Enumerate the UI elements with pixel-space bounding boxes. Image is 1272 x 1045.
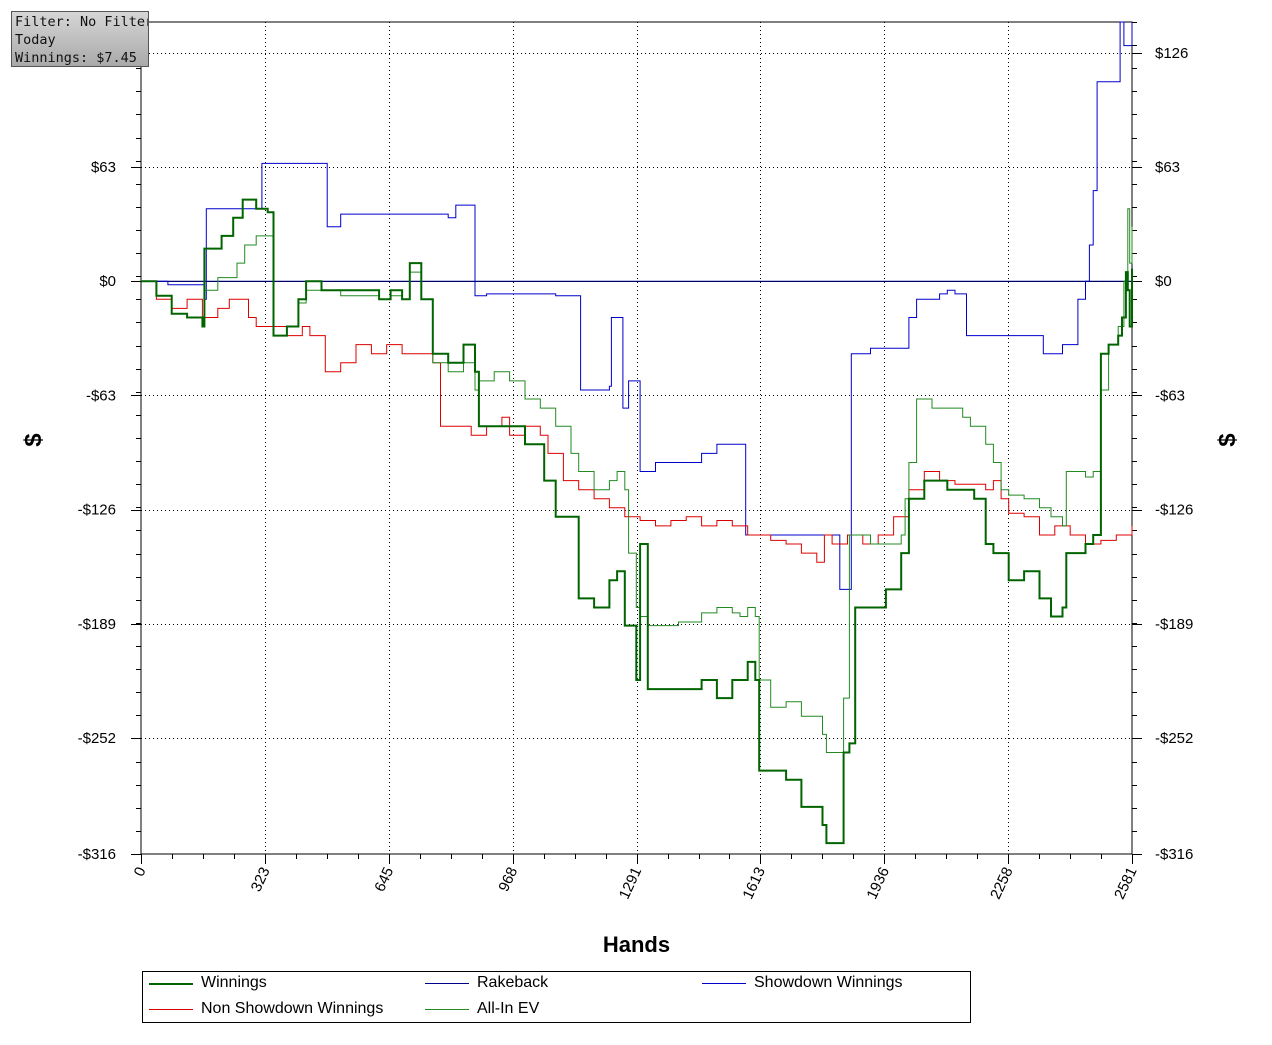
legend-label-showdown: Showdown Winnings [754, 974, 903, 991]
x-axis-label: Hands [603, 932, 670, 957]
series-line-showdown-winnings [141, 21, 1133, 590]
y-tick-label-right: $0 [1155, 273, 1172, 290]
y-tick-label-right: $63 [1155, 159, 1180, 176]
legend-item-non-showdown: Non Showdown Winnings [143, 999, 423, 1021]
y-tick-label-left: -$316 [78, 846, 116, 863]
x-tick-label: 0 [131, 865, 150, 880]
legend-swatch-showdown [702, 983, 746, 984]
plot-area [140, 21, 1133, 855]
x-tick-label: 1613 [739, 865, 769, 902]
y-tick-label-right: -$63 [1155, 387, 1185, 404]
series-line-winnings [141, 198, 1133, 845]
y-tick-label-left: -$189 [78, 616, 116, 633]
legend-swatch-winnings [149, 983, 193, 985]
y-tick-label-left: $63 [91, 159, 116, 176]
x-tick-label: 2258 [987, 865, 1017, 902]
x-tick-label: 323 [248, 865, 274, 895]
legend-item-showdown: Showdown Winnings [696, 973, 966, 995]
y-tick-label-right: -$316 [1155, 846, 1193, 863]
legend-label-non-showdown: Non Showdown Winnings [201, 1000, 384, 1017]
y-axis-label-right: $ [1214, 433, 1241, 447]
legend-swatch-allin-ev [425, 1009, 469, 1010]
x-tick-label: 968 [495, 865, 521, 895]
legend-label-allin-ev: All-In EV [477, 1000, 540, 1017]
period-label: Today [15, 32, 56, 48]
y-tick-label-left: -$252 [78, 730, 116, 747]
filter-label: Filter: No Filter [15, 14, 149, 30]
info-box: Filter: No Filter Today Winnings: $7.45 [11, 11, 149, 67]
winnings-summary: Winnings: $7.45 [15, 50, 137, 66]
y-tick-label-right: -$252 [1155, 730, 1193, 747]
legend-swatch-non-showdown [149, 1009, 193, 1010]
x-tick-label: 645 [371, 865, 397, 895]
legend-label-rakeback: Rakeback [477, 974, 549, 991]
legend-label-winnings: Winnings [201, 974, 267, 991]
y-tick-label-left: $0 [99, 273, 116, 290]
y-tick-label-right: $126 [1155, 45, 1188, 62]
legend: Winnings Rakeback Showdown Winnings Non … [142, 971, 971, 1023]
series-line-non-showdown-winnings [141, 280, 1133, 563]
y-tick-label-right: -$189 [1155, 616, 1193, 633]
legend-swatch-rakeback [425, 983, 469, 984]
legend-item-rakeback: Rakeback [419, 973, 699, 995]
y-tick-label-right: -$126 [1155, 502, 1193, 519]
x-tick-label: 1936 [863, 865, 893, 902]
x-tick-label: 1291 [616, 865, 646, 902]
y-axis-label-left: $ [20, 433, 47, 447]
legend-item-winnings: Winnings [143, 973, 423, 995]
x-tick-label: 2581 [1111, 865, 1141, 902]
legend-item-allin-ev: All-In EV [419, 999, 699, 1021]
y-tick-label-left: -$126 [78, 502, 116, 519]
y-tick-label-left: -$63 [86, 387, 116, 404]
